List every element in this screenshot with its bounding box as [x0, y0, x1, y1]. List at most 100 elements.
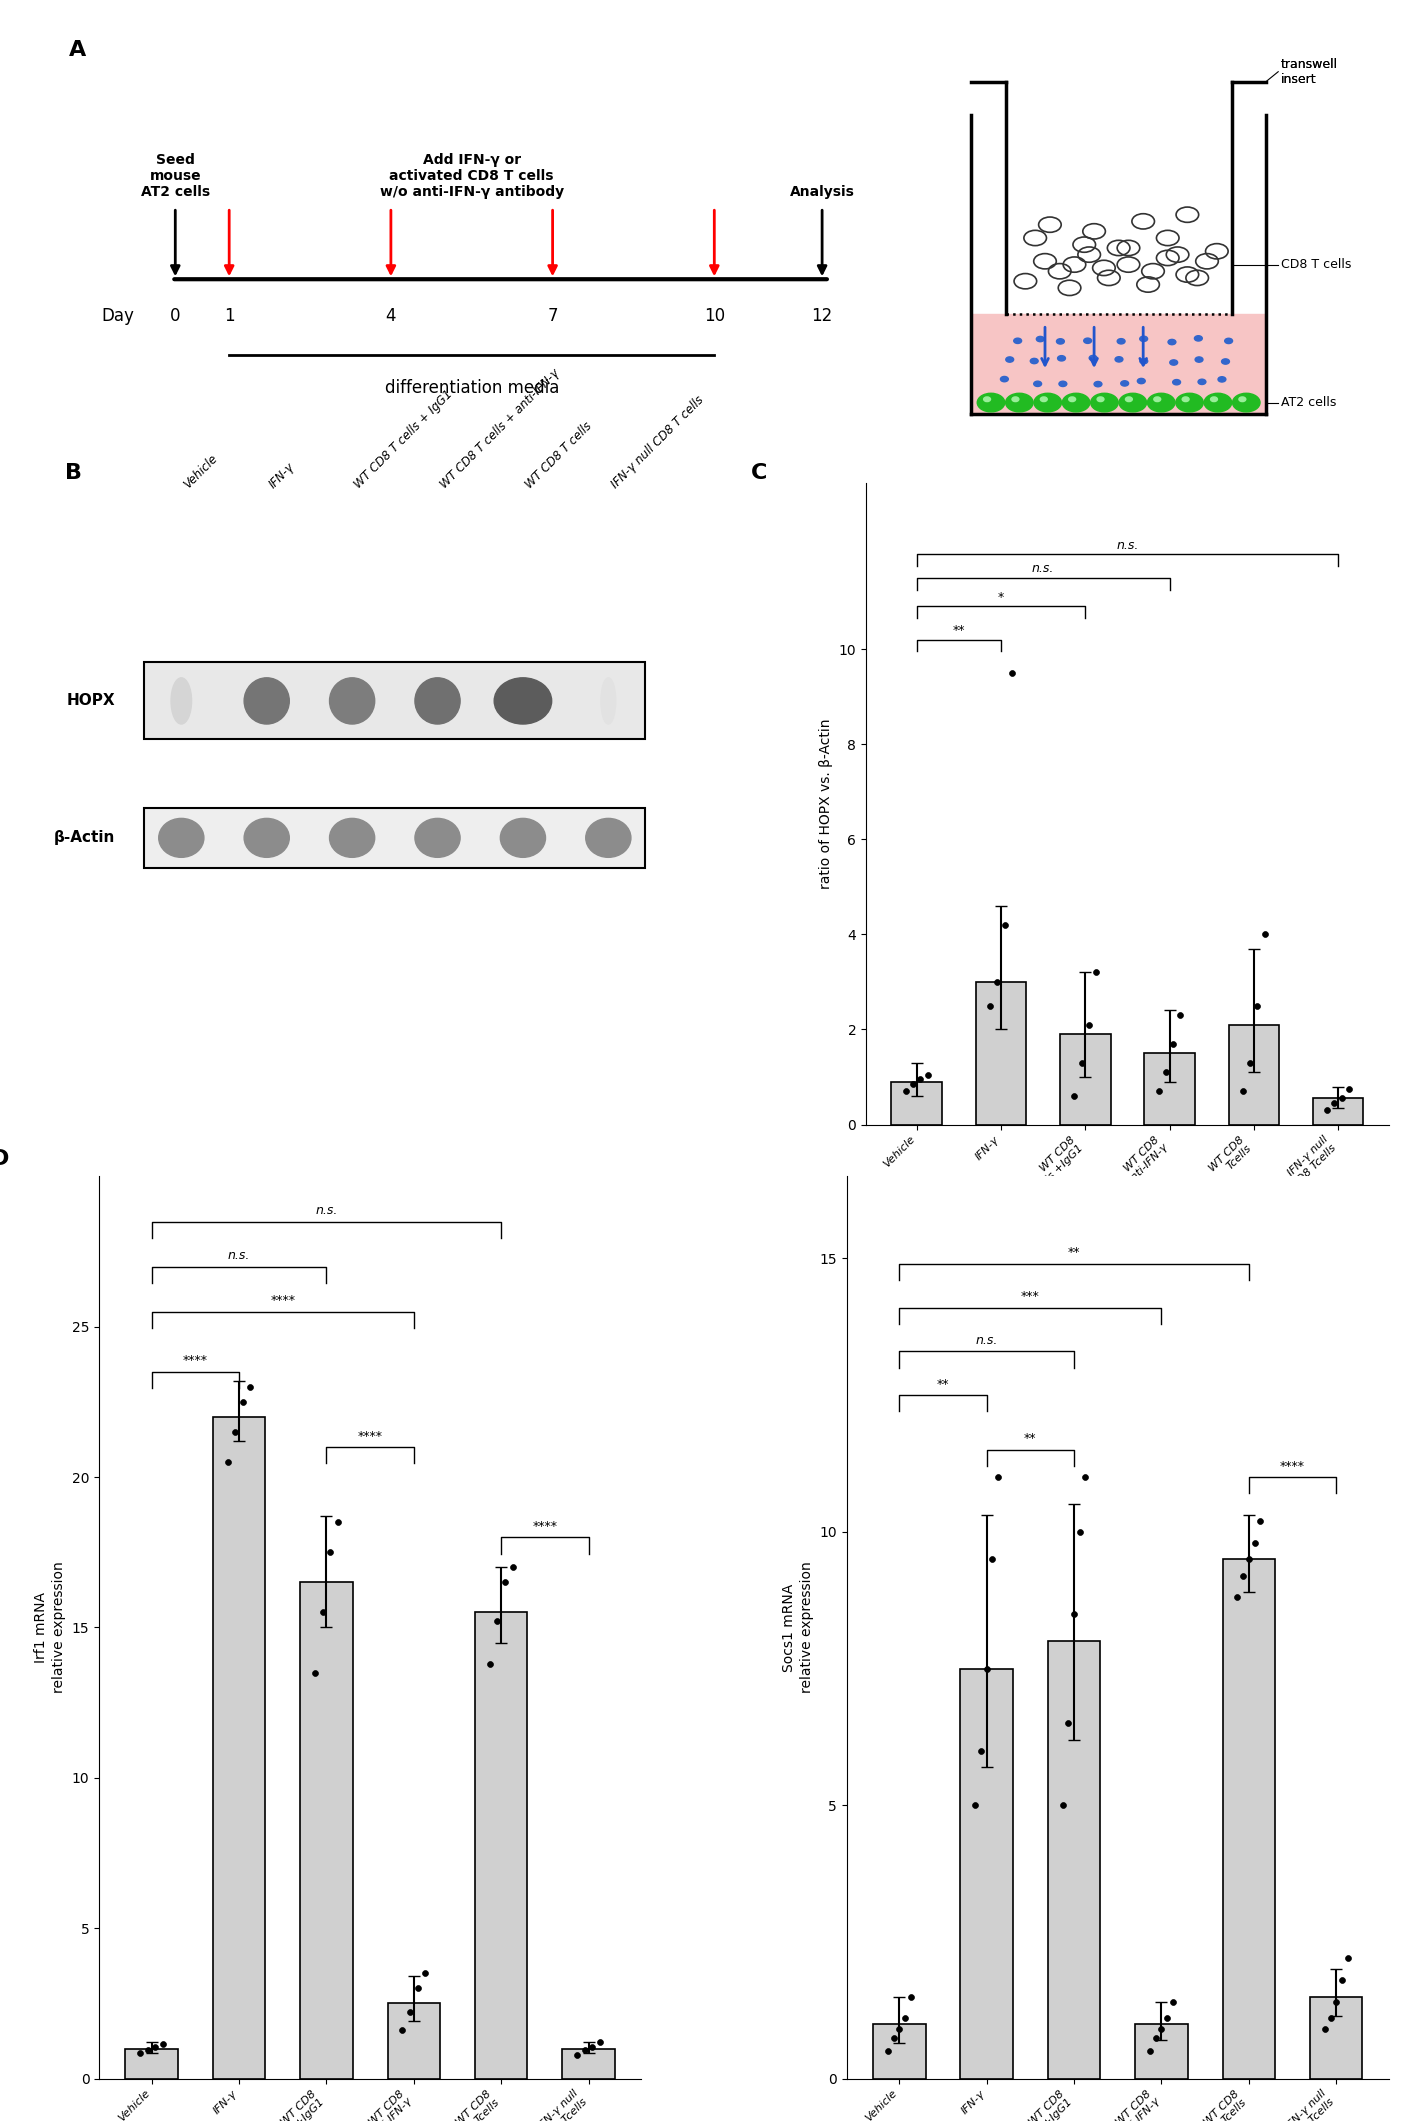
Text: n.s.: n.s.: [1117, 539, 1138, 551]
Bar: [1229, 1024, 1280, 1124]
Text: Add IFN-γ or
activated CD8 T cells
w/o anti-IFN-γ antibody: Add IFN-γ or activated CD8 T cells w/o a…: [380, 153, 564, 199]
Bar: [1135, 2023, 1187, 2079]
Circle shape: [1182, 397, 1189, 401]
Point: [1151, 2013, 1173, 2047]
Text: *: *: [998, 592, 1005, 604]
Point: [1156, 2002, 1179, 2036]
Text: A: A: [69, 40, 86, 59]
Bar: [1047, 1642, 1100, 2079]
Circle shape: [1210, 397, 1217, 401]
Circle shape: [1219, 378, 1226, 382]
Point: [975, 1652, 998, 1686]
Point: [152, 2028, 174, 2062]
Circle shape: [1034, 382, 1041, 386]
Text: 1: 1: [224, 308, 234, 325]
Point: [1331, 1964, 1353, 1998]
Text: ****: ****: [533, 1521, 557, 1533]
Point: [1155, 1056, 1178, 1090]
Ellipse shape: [171, 679, 191, 723]
Ellipse shape: [330, 819, 374, 857]
Point: [993, 908, 1016, 942]
Circle shape: [1197, 380, 1206, 384]
Circle shape: [1057, 356, 1066, 361]
Circle shape: [1119, 392, 1146, 411]
Point: [136, 2034, 159, 2068]
Ellipse shape: [415, 679, 461, 723]
Point: [224, 1415, 247, 1449]
Circle shape: [1221, 358, 1230, 365]
Point: [1063, 1597, 1085, 1631]
Circle shape: [1034, 392, 1061, 411]
Point: [391, 2013, 414, 2047]
Point: [1231, 1075, 1254, 1109]
Point: [894, 2002, 917, 2036]
Point: [1325, 1985, 1348, 2019]
Point: [407, 1970, 429, 2004]
Text: Day: Day: [102, 308, 135, 325]
Text: ****: ****: [1280, 1459, 1305, 1472]
Point: [145, 2030, 167, 2064]
Point: [981, 1542, 1003, 1576]
Text: **: **: [937, 1379, 949, 1391]
Point: [1162, 1027, 1185, 1060]
Circle shape: [1058, 382, 1067, 386]
Point: [231, 1385, 254, 1419]
Circle shape: [1040, 397, 1047, 401]
Bar: [1144, 1054, 1195, 1124]
Point: [502, 1550, 524, 1584]
Point: [1336, 1941, 1359, 1975]
Point: [1057, 1705, 1080, 1739]
Text: B: B: [65, 462, 82, 484]
Ellipse shape: [415, 819, 461, 857]
Bar: [388, 2004, 441, 2079]
Text: 12: 12: [812, 308, 833, 325]
Point: [1085, 954, 1108, 988]
Circle shape: [1195, 356, 1203, 363]
Text: 7: 7: [547, 308, 558, 325]
Point: [398, 1996, 421, 2030]
Text: CD8 T cells: CD8 T cells: [1281, 259, 1350, 271]
Y-axis label: Socs1 mRNA
relative expression: Socs1 mRNA relative expression: [782, 1561, 813, 1693]
Point: [964, 1788, 986, 1822]
Point: [574, 2034, 597, 2068]
Bar: [300, 1582, 353, 2079]
Point: [588, 2026, 611, 2059]
Point: [1331, 1082, 1353, 1116]
Ellipse shape: [244, 679, 289, 723]
Circle shape: [1094, 382, 1102, 386]
Point: [908, 1063, 931, 1097]
Y-axis label: ratio of HOPX vs. β-Actin: ratio of HOPX vs. β-Actin: [819, 719, 833, 889]
Text: ***: ***: [1022, 1290, 1040, 1302]
Circle shape: [1117, 339, 1125, 344]
Circle shape: [1006, 392, 1033, 411]
Text: WT CD8 T cells + anti-IFN-γ: WT CD8 T cells + anti-IFN-γ: [438, 367, 561, 492]
Bar: [972, 314, 1265, 414]
Point: [239, 1370, 262, 1404]
Circle shape: [1013, 337, 1022, 344]
Text: IFN-γ: IFN-γ: [266, 460, 298, 492]
Text: ****: ****: [183, 1355, 208, 1368]
Bar: [563, 2049, 615, 2079]
Point: [1231, 1559, 1254, 1593]
Bar: [1060, 1035, 1111, 1124]
Circle shape: [1121, 382, 1128, 386]
Circle shape: [978, 392, 1005, 411]
Circle shape: [1091, 392, 1118, 411]
Ellipse shape: [585, 819, 631, 857]
Text: n.s.: n.s.: [315, 1205, 337, 1217]
Circle shape: [1173, 380, 1180, 384]
Bar: [891, 1082, 942, 1124]
Text: 10: 10: [704, 308, 726, 325]
Text: transwell
insert: transwell insert: [1281, 57, 1338, 85]
Point: [129, 2036, 152, 2070]
Point: [414, 1956, 436, 1989]
Point: [1246, 988, 1268, 1022]
Point: [1148, 1075, 1170, 1109]
Ellipse shape: [244, 819, 289, 857]
Text: **: **: [1024, 1432, 1037, 1444]
Circle shape: [1000, 375, 1009, 382]
Text: IFN-γ null CD8 T cells: IFN-γ null CD8 T cells: [608, 395, 706, 492]
Circle shape: [1153, 397, 1161, 401]
Point: [1238, 1046, 1261, 1080]
Circle shape: [983, 397, 990, 401]
